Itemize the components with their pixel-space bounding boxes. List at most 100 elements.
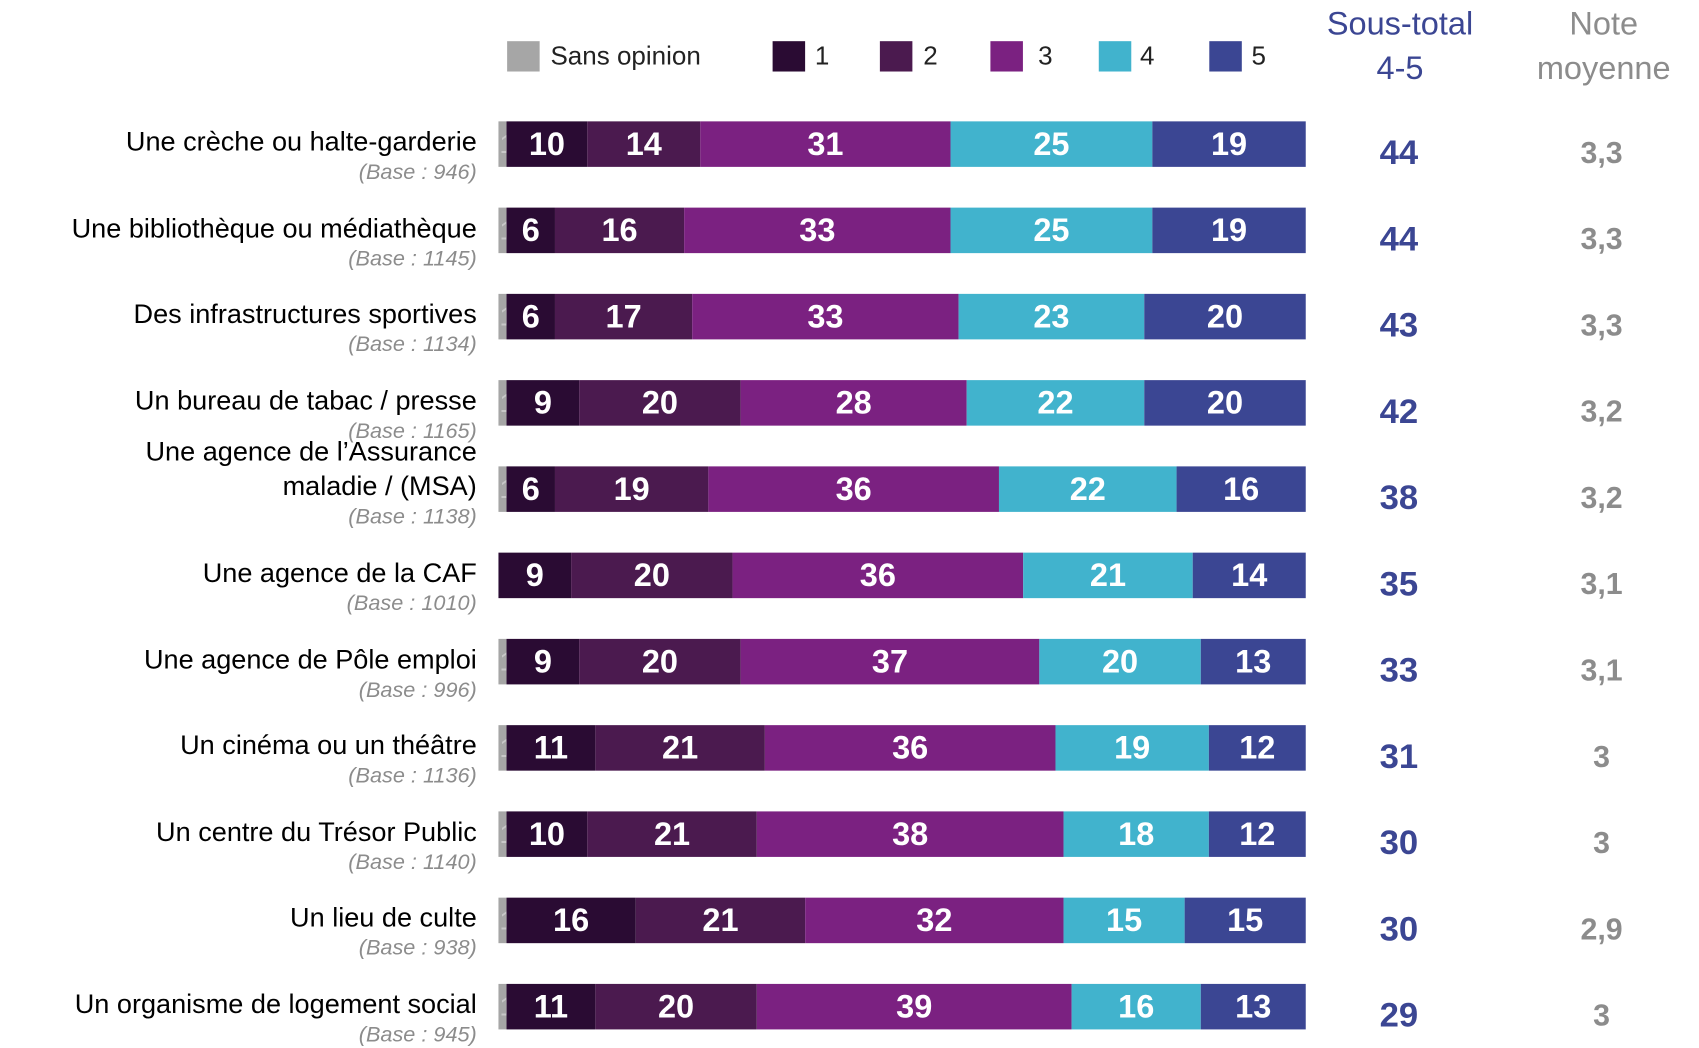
- bar-segment: [506, 983, 596, 1030]
- subtotal-header: Sous-total 4-5: [1326, 6, 1474, 87]
- bar-segment: [1144, 293, 1306, 340]
- legend-label: 5: [1252, 40, 1266, 70]
- category-row: Un centre du Trésor Public (Base : 1140): [156, 815, 477, 876]
- bar-segment: [950, 121, 1153, 167]
- subtotal-value: 31: [1380, 738, 1419, 776]
- segment-label: 15: [1227, 902, 1263, 938]
- segment-label: 15: [1106, 902, 1142, 938]
- bar-segment: [595, 983, 757, 1030]
- note-value: 3,1: [1580, 568, 1622, 601]
- category-row: Un cinéma ou un théâtre (Base : 1136): [180, 728, 477, 789]
- subtotal-value: 44: [1380, 134, 1419, 172]
- segment-label: 16: [1118, 988, 1154, 1024]
- segment-label: 11: [534, 988, 568, 1024]
- bar-segment: [498, 207, 507, 254]
- note-value: 3,2: [1580, 482, 1622, 515]
- category-label: Un lieu de culte: [290, 903, 477, 934]
- bar-segment: [1184, 897, 1306, 944]
- bar-segment: [692, 293, 959, 340]
- category-label: Une bibliothèque ou médiathèque: [71, 213, 477, 244]
- segment-label: 36: [860, 557, 896, 593]
- segment-label: 19: [1211, 126, 1247, 162]
- bar-segment: [498, 293, 507, 340]
- subtotal-value: 30: [1380, 824, 1419, 862]
- segment-label: 21: [662, 730, 698, 766]
- segment-label: 9: [534, 643, 552, 679]
- note-value: 3,1: [1580, 654, 1622, 687]
- base-label: (Base : 945): [358, 1022, 477, 1047]
- segment-label: 39: [896, 988, 932, 1024]
- segment-label: 21: [654, 816, 690, 852]
- segment-label: 20: [634, 557, 670, 593]
- bar-segment: [506, 466, 555, 512]
- segment-label: 17: [606, 298, 642, 334]
- segment-label: 37: [872, 643, 908, 679]
- category-row: Une agence de l’Assurance maladie / (MSA…: [145, 435, 476, 530]
- subtotal-value: 35: [1380, 565, 1419, 603]
- legend-swatch: [507, 41, 540, 72]
- segment-label: 20: [658, 988, 694, 1024]
- subtotal-value: 33: [1380, 652, 1419, 690]
- category-row: Une crèche ou halte-garderie (Base : 946): [126, 125, 477, 186]
- bar-segment: [958, 293, 1145, 340]
- category-label: Des infrastructures sportives: [133, 299, 477, 330]
- segment-label: 16: [553, 902, 589, 938]
- category-row: Une agence de la CAF (Base : 1010): [203, 556, 477, 617]
- bar-segment: [1152, 121, 1306, 167]
- bar-segment: [1039, 638, 1201, 685]
- bar-segment: [966, 380, 1145, 426]
- segment-label: 12: [1239, 816, 1275, 852]
- legend-swatch: [1098, 41, 1132, 72]
- category-label: Un cinéma ou un théâtre: [180, 730, 477, 761]
- bar-segment: [756, 983, 1072, 1030]
- legend-label: 1: [815, 40, 829, 70]
- bar-segment: [498, 811, 507, 857]
- bar-segment: [756, 811, 1064, 857]
- legend-label: 4: [1140, 40, 1154, 70]
- segment-label: 36: [892, 730, 928, 766]
- note-value: 3,2: [1580, 396, 1622, 429]
- category-label: Une agence de Pôle emploi: [143, 644, 477, 675]
- bar-segment: [498, 638, 507, 685]
- base-label: (Base : 1134): [348, 332, 477, 357]
- note-value: 3,3: [1580, 223, 1622, 256]
- segment-label: 11: [534, 730, 568, 766]
- subtotal-value: 42: [1380, 393, 1419, 431]
- base-label: (Base : 1136): [348, 764, 477, 788]
- note-value: 3,3: [1580, 137, 1622, 170]
- note-value: 3: [1593, 741, 1610, 774]
- base-label: (Base : 938): [358, 936, 477, 961]
- bar-segment: [498, 897, 507, 944]
- bar-segment: [1192, 552, 1306, 599]
- segment-label: 19: [1211, 212, 1247, 248]
- bar-segment: [1063, 811, 1209, 857]
- segment-label: 23: [1033, 298, 1069, 334]
- segment-label: 21: [1090, 557, 1126, 593]
- legend-label: 3: [1038, 40, 1052, 70]
- segment-label: 16: [1223, 471, 1259, 507]
- segment-label: 18: [1118, 816, 1154, 852]
- legend-label: Sans opinion: [550, 40, 700, 70]
- segment-label: 38: [892, 816, 928, 852]
- segment-label: 6: [522, 471, 540, 507]
- segment-label: 20: [642, 385, 678, 421]
- subtotal-value: 30: [1380, 910, 1419, 948]
- category-row: Un lieu de culte (Base : 938): [290, 901, 477, 962]
- legend-swatch: [990, 41, 1023, 72]
- subtotal-value: 29: [1380, 997, 1419, 1035]
- category-label: Une agence de la CAF: [202, 558, 477, 589]
- base-label: (Base : 1138): [348, 505, 477, 530]
- bar-segment: [498, 983, 507, 1030]
- base-label: (Base : 1165): [348, 419, 477, 443]
- category-label: Une agence de l’Assurance maladie / (MSA…: [145, 437, 477, 503]
- segment-label: 31: [807, 126, 843, 162]
- category-row: Un bureau de tabac / presse (Base : 1165): [135, 383, 477, 444]
- segment-label: 12: [1239, 730, 1275, 766]
- base-label: (Base : 996): [358, 677, 477, 702]
- segment-label: 13: [1235, 988, 1271, 1024]
- segment-label: 10: [529, 126, 565, 162]
- bar-segment: [1176, 466, 1306, 512]
- note-value: 3,3: [1580, 309, 1622, 342]
